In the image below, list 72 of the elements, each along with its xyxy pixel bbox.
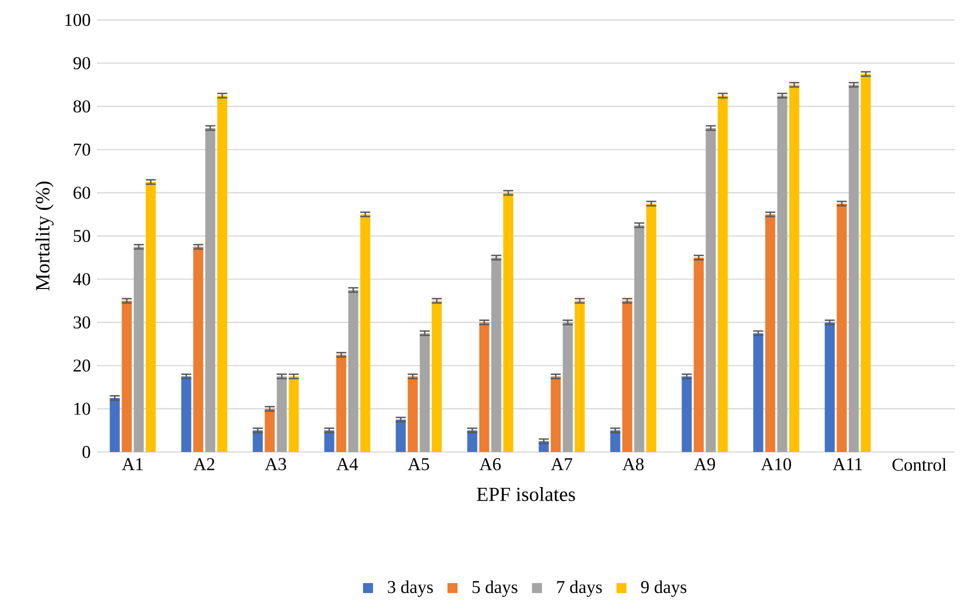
x-tick-label: A3 xyxy=(264,458,286,470)
bar xyxy=(789,84,800,452)
bar xyxy=(694,258,704,452)
bar xyxy=(336,354,346,452)
y-tick-label: 40 xyxy=(73,273,90,286)
bar xyxy=(777,96,788,452)
bar xyxy=(360,214,370,452)
bar xyxy=(181,376,192,452)
y-tick-label: 50 xyxy=(74,230,90,242)
y-tick-label: 100 xyxy=(65,14,90,26)
bar xyxy=(682,376,692,452)
x-tick-label: A10 xyxy=(760,458,792,470)
bar xyxy=(348,290,358,452)
bar xyxy=(634,225,644,452)
y-axis-title: Mortality (%) xyxy=(35,182,54,291)
bar xyxy=(574,300,585,452)
bar xyxy=(408,376,418,452)
bar xyxy=(646,204,656,452)
x-tick-label: A4 xyxy=(336,458,358,470)
bar xyxy=(134,246,144,452)
bar xyxy=(205,128,216,452)
bar xyxy=(765,214,776,452)
bar xyxy=(860,74,871,452)
x-tick-label: A7 xyxy=(550,458,572,470)
bar xyxy=(288,376,299,452)
y-tick-label: 10 xyxy=(74,402,90,415)
bar xyxy=(848,84,859,452)
legend-label: 9 days xyxy=(641,580,686,597)
bar xyxy=(706,128,716,452)
legend-label: 3 days xyxy=(388,580,433,597)
bar xyxy=(622,300,632,452)
x-tick-label: Control xyxy=(892,458,946,471)
x-tick-label: A8 xyxy=(622,458,644,470)
bar xyxy=(146,182,156,452)
bar xyxy=(264,408,275,452)
bar xyxy=(562,322,573,452)
bar xyxy=(396,420,406,452)
x-tick-label: A5 xyxy=(408,458,430,470)
x-tick-label: A9 xyxy=(694,458,716,470)
bar xyxy=(718,96,728,452)
x-tick-label: A11 xyxy=(832,458,862,470)
bar xyxy=(420,333,430,452)
bar xyxy=(753,333,764,452)
y-tick-label: 70 xyxy=(74,144,90,156)
y-tick-label: 80 xyxy=(74,100,90,112)
bar xyxy=(276,376,287,452)
x-tick-label: A6 xyxy=(479,458,501,470)
bar xyxy=(479,322,490,452)
y-tick-label: 30 xyxy=(74,316,90,328)
bar xyxy=(491,258,502,452)
legend-label: 7 days xyxy=(557,580,602,597)
bar xyxy=(110,398,120,452)
bar xyxy=(324,430,334,452)
y-tick-label: 60 xyxy=(74,186,90,199)
bar xyxy=(503,192,514,452)
x-tick-label: A1 xyxy=(122,458,143,470)
legend-label: 5 days xyxy=(472,580,518,597)
bar xyxy=(217,96,228,452)
bar xyxy=(550,376,561,452)
bar xyxy=(193,246,204,452)
y-tick-label: 20 xyxy=(74,360,90,372)
bar xyxy=(836,204,847,452)
bar xyxy=(252,430,263,452)
bar xyxy=(824,322,835,452)
x-tick-label: A2 xyxy=(193,458,214,470)
y-tick-label: 0 xyxy=(82,446,90,458)
x-axis-title: EPF isolates xyxy=(476,487,576,502)
bar xyxy=(610,430,620,452)
bar xyxy=(467,430,478,452)
bar xyxy=(432,300,442,452)
y-tick-label: 90 xyxy=(73,57,90,70)
bar xyxy=(122,300,132,452)
